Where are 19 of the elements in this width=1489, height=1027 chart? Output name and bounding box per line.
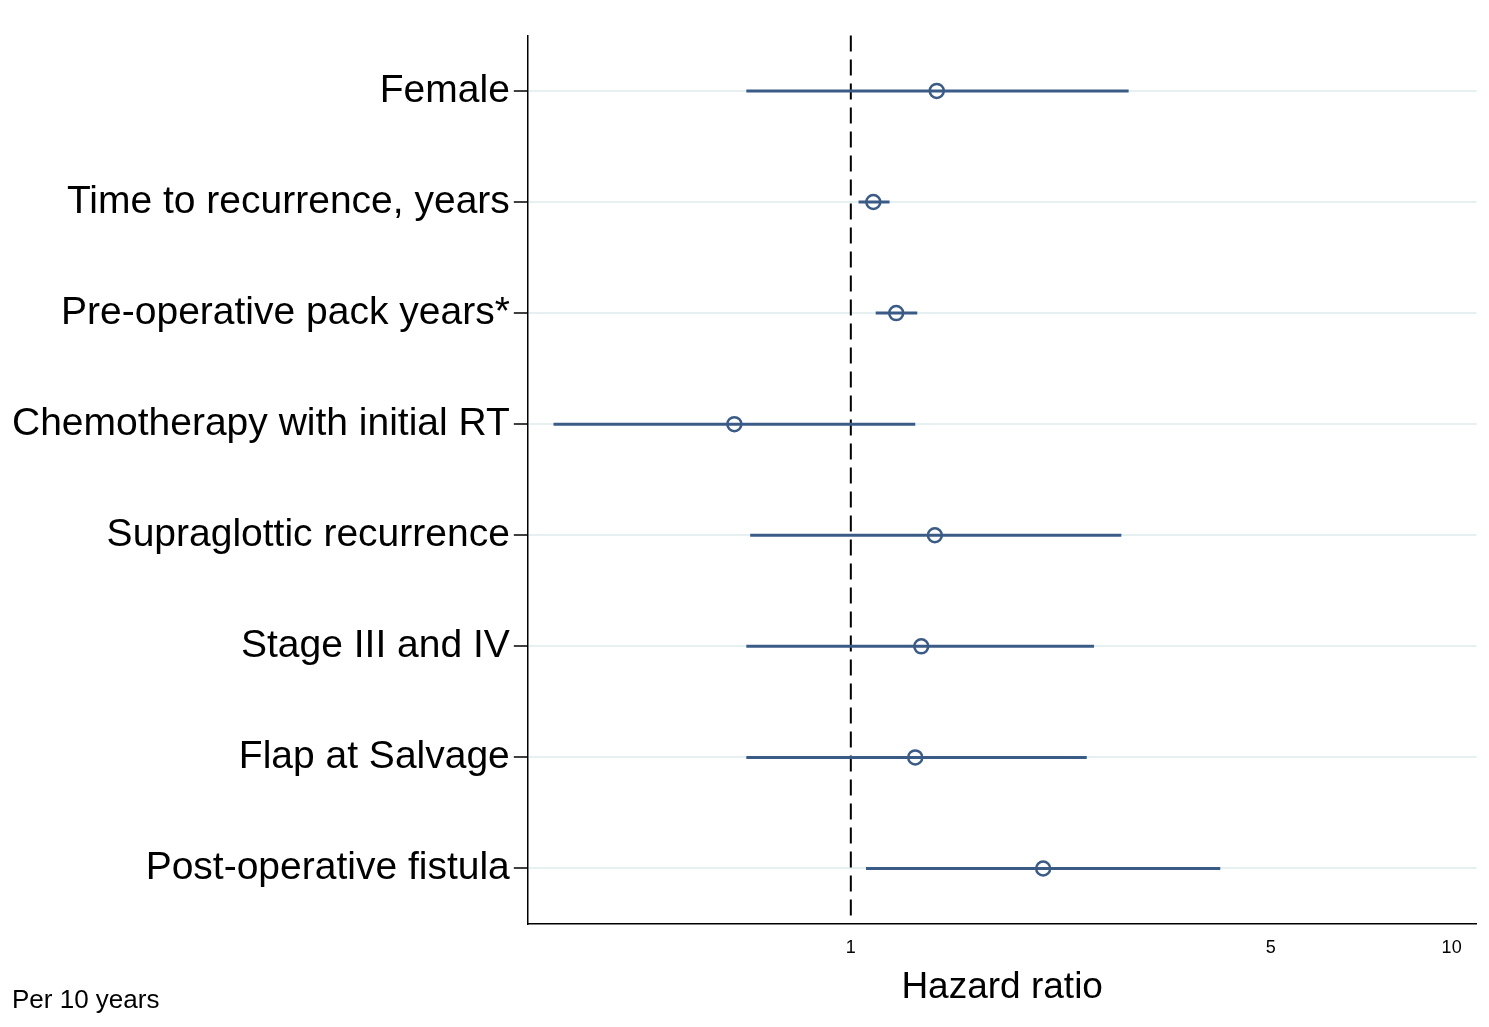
- x-tick-label: 10: [1441, 936, 1462, 957]
- y-tick-label: Stage III and IV: [240, 622, 510, 666]
- y-tick-label: Chemotherapy with initial RT: [11, 399, 510, 443]
- y-tick-label: Female: [379, 66, 510, 110]
- point: [926, 526, 944, 544]
- y-tick-label: Time to recurrence, years: [66, 177, 510, 221]
- x-tick-label: 5: [1265, 936, 1276, 957]
- point: [928, 82, 945, 100]
- y-tick-label: Pre-operative pack years*: [61, 288, 510, 332]
- y-tick-label: Supraglottic recurrence: [106, 510, 510, 554]
- text: Per 10 years: [12, 984, 160, 1015]
- point: [906, 749, 924, 766]
- x-tick-label: 1: [845, 936, 856, 957]
- point: [913, 638, 930, 655]
- y-tick-label: Flap at Salvage: [238, 733, 510, 777]
- point: [865, 193, 882, 211]
- point: [887, 304, 905, 322]
- x-axis-title: Hazard ratio: [901, 965, 1103, 1006]
- y-tick-label: Post-operative fistula: [145, 844, 511, 888]
